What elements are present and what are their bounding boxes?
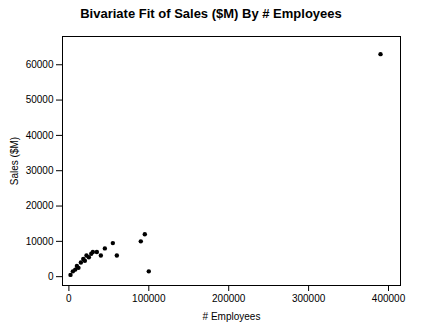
svg-text:40000: 40000 bbox=[26, 130, 54, 141]
svg-text:100000: 100000 bbox=[132, 293, 166, 304]
svg-text:300000: 300000 bbox=[292, 293, 326, 304]
svg-text:400000: 400000 bbox=[372, 293, 406, 304]
svg-text:# Employees: # Employees bbox=[203, 311, 261, 322]
html-text:Bivariate Fit of Sales ($M) By: Bivariate Fit of Sales ($M) By # Employe… bbox=[80, 6, 342, 21]
svg-text:10000: 10000 bbox=[26, 236, 54, 247]
svg-text:30000: 30000 bbox=[26, 165, 54, 176]
svg-text:60000: 60000 bbox=[26, 59, 54, 70]
svg-text:200000: 200000 bbox=[212, 293, 246, 304]
svg-text:Sales ($M): Sales ($M) bbox=[9, 137, 20, 185]
svg-text:0: 0 bbox=[48, 271, 54, 282]
svg-text:50000: 50000 bbox=[26, 94, 54, 105]
svg-text:0: 0 bbox=[66, 293, 72, 304]
svg-text:20000: 20000 bbox=[26, 200, 54, 211]
